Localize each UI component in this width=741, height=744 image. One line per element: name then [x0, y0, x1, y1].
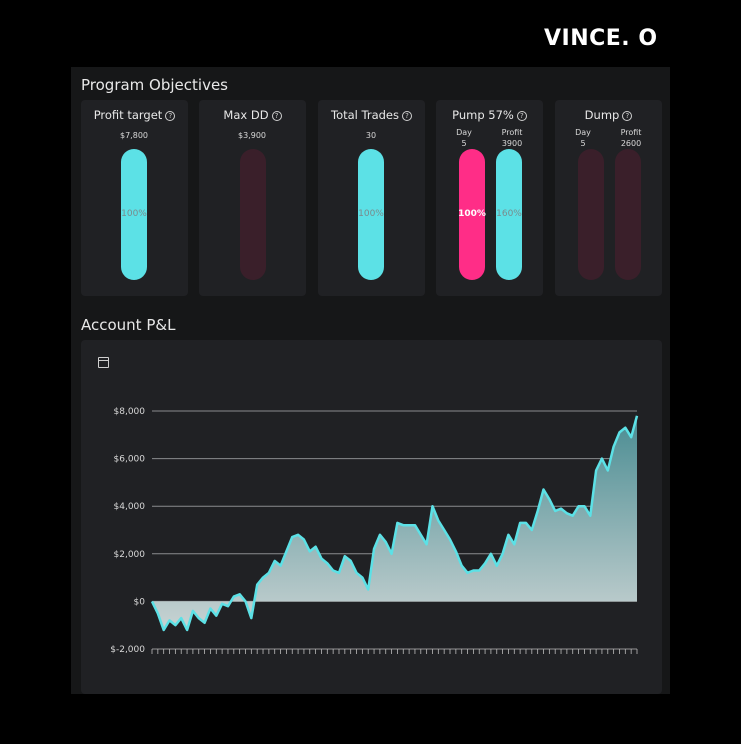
- dump-profit-value: 2600: [620, 139, 642, 148]
- help-icon[interactable]: ?: [622, 111, 633, 121]
- pump-day-progress-label: 100%: [458, 209, 486, 219]
- calendar-icon[interactable]: [98, 357, 109, 368]
- help-icon[interactable]: ?: [402, 111, 412, 121]
- help-icon[interactable]: ?: [516, 111, 527, 121]
- y-tick-label: $0: [134, 597, 146, 607]
- pump-card: Pump 57%?: [436, 100, 543, 296]
- pnl-series-line: [150, 415, 639, 632]
- profit-target-progress-label: 100%: [121, 209, 147, 219]
- pump-profit-progress-bar: [496, 149, 522, 280]
- pump-profit-progress-label: 160%: [496, 209, 522, 219]
- pump-day-label: Day: [456, 128, 472, 137]
- help-icon[interactable]: ?: [271, 111, 282, 121]
- max-dd-value: $3,900: [238, 131, 266, 140]
- pump-day-value: 5: [461, 139, 467, 148]
- total-trades-value: 30: [365, 131, 377, 140]
- objectives-title: Program Objectives: [81, 76, 228, 94]
- max-dd-progress-bar: [240, 149, 266, 280]
- pnl-title: Account P&L: [81, 316, 176, 334]
- y-tick-label: $6,000: [114, 455, 146, 465]
- max-dd-title: Max DD: [223, 108, 269, 122]
- dump-day-value: 5: [580, 139, 586, 148]
- pump-profit-value: 3900: [501, 139, 523, 148]
- y-tick-label: $-2,000: [110, 645, 145, 655]
- dump-day-label: Day: [575, 128, 591, 137]
- pump-profit-label: Profit: [501, 128, 523, 137]
- pnl-area-fill: [152, 415, 637, 630]
- y-tick-label: $4,000: [114, 502, 146, 512]
- profit-target-progress-bar: [121, 149, 147, 280]
- y-tick-label: $2,000: [114, 550, 146, 560]
- profit-target-value: $7,800: [120, 131, 148, 140]
- dump-title: Dump: [584, 108, 620, 122]
- dump-profit-label: Profit: [620, 128, 642, 137]
- pump-day-progress-bar: [459, 149, 485, 280]
- y-tick-label: $8,000: [114, 407, 146, 417]
- help-icon[interactable]: ?: [165, 111, 176, 121]
- total-trades-progress-label: 100%: [358, 209, 384, 219]
- dump-card: Dump?: [555, 100, 662, 296]
- total-trades-progress-bar: [358, 149, 384, 280]
- profit-target-title: Profit target: [93, 108, 163, 122]
- dump-profit-progress-bar: [615, 149, 641, 280]
- total-trades-title: Total Trades: [331, 108, 399, 122]
- dump-day-progress-bar: [578, 149, 604, 280]
- pump-title: Pump 57%: [452, 108, 514, 122]
- brand-logo: VINCE. O: [544, 26, 658, 51]
